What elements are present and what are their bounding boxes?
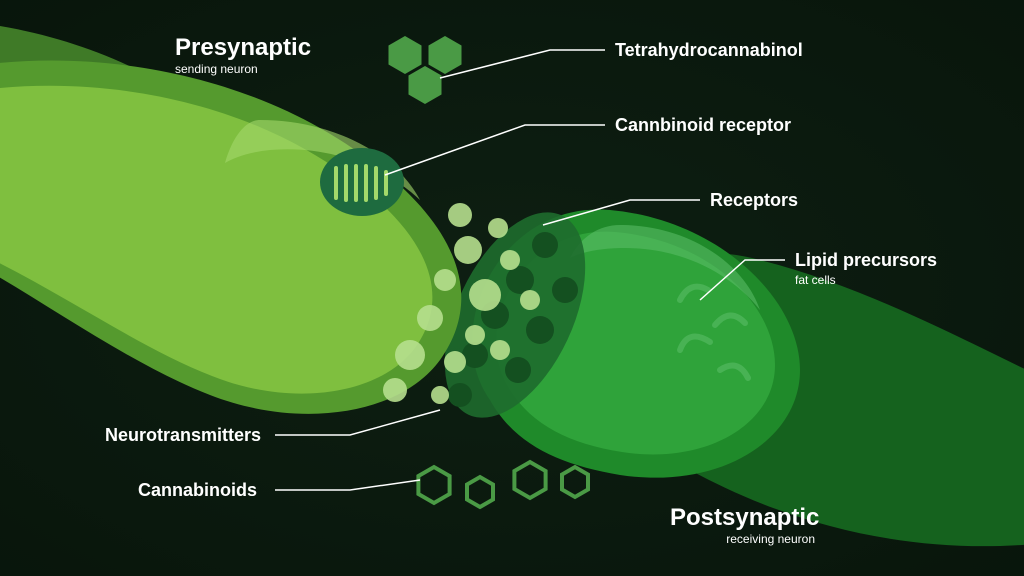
neurotransmitters-label: Neurotransmitters <box>105 425 261 445</box>
cb-receptor-disk <box>320 148 404 216</box>
synapse-diagram: Presynaptic sending neuron Postsynaptic … <box>0 0 1024 576</box>
receptor-dot <box>505 357 531 383</box>
neurotransmitter-dot <box>383 378 407 402</box>
cb-receptor-label: Cannbinoid receptor <box>615 115 791 135</box>
receptor-dot <box>448 383 472 407</box>
presynaptic-title: Presynaptic <box>175 34 311 61</box>
neurotransmitter-dot <box>465 325 485 345</box>
neurotransmitter-dot <box>395 340 425 370</box>
receptor-dot <box>532 232 558 258</box>
neurotransmitter-dot <box>444 351 466 373</box>
receptor-dot <box>462 342 488 368</box>
lipid-label: Lipid precursors <box>795 250 937 270</box>
neurotransmitter-dot <box>469 279 501 311</box>
postsynaptic-title: Postsynaptic <box>670 504 819 531</box>
diagram-svg: Presynaptic sending neuron Postsynaptic … <box>0 0 1024 576</box>
cannabinoid-receptor <box>320 148 404 216</box>
neurotransmitter-dot <box>520 290 540 310</box>
neurotransmitter-dot <box>431 386 449 404</box>
postsynaptic-subtitle: receiving neuron <box>726 532 815 546</box>
neurotransmitter-dot <box>500 250 520 270</box>
receptor-dot <box>552 277 578 303</box>
thc-label: Tetrahydrocannabinol <box>615 40 803 60</box>
receptor-dot <box>526 316 554 344</box>
neurotransmitter-dot <box>488 218 508 238</box>
neurotransmitter-dot <box>454 236 482 264</box>
presynaptic-subtitle: sending neuron <box>175 62 258 76</box>
neurotransmitter-dot <box>417 305 443 331</box>
receptors-label: Receptors <box>710 190 798 210</box>
neurotransmitter-dot <box>490 340 510 360</box>
cannabinoids-label: Cannabinoids <box>138 480 257 500</box>
lipid-sublabel: fat cells <box>795 273 836 287</box>
receptor-dot <box>506 266 534 294</box>
neurotransmitter-dot <box>434 269 456 291</box>
neurotransmitter-dot <box>448 203 472 227</box>
